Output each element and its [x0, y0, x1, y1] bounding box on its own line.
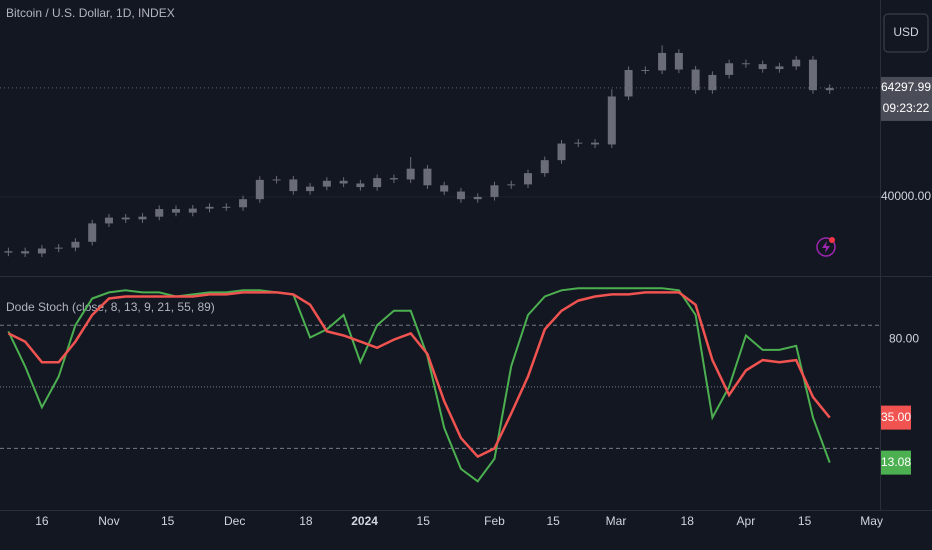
stoch-line — [7, 291, 831, 459]
currency-button[interactable] — [883, 13, 929, 53]
indicator-title: Dode Stoch (close, 8, 13, 9, 21, 55, 89) — [6, 300, 215, 314]
candle-body — [507, 184, 516, 186]
candle-body — [423, 168, 432, 186]
candle-body — [356, 183, 365, 188]
candle-body — [239, 199, 248, 208]
candle-body — [21, 251, 30, 254]
x-tick-label: 15 — [161, 514, 175, 528]
candle-body — [825, 87, 834, 91]
x-tick-label: 18 — [299, 514, 313, 528]
chart-title: Bitcoin / U.S. Dollar, 1D, INDEX — [6, 6, 175, 20]
candle-body — [540, 160, 549, 174]
candle-body — [155, 209, 164, 217]
candle-body — [473, 196, 482, 200]
candle-body — [524, 173, 532, 185]
countdown-label: 09:23:22 — [883, 101, 930, 115]
candle-body — [792, 59, 801, 67]
candle-body — [725, 63, 734, 75]
candle-body — [4, 251, 13, 253]
candle-body — [172, 209, 180, 213]
alert-dot[interactable] — [829, 237, 835, 243]
candle-body — [289, 179, 298, 192]
candle-body — [456, 191, 465, 200]
candle-body — [222, 206, 231, 208]
x-tick-label: Dec — [224, 514, 245, 528]
x-tick-label: 18 — [681, 514, 695, 528]
x-tick-label: 16 — [35, 514, 49, 528]
candle-body — [808, 59, 817, 91]
candle-body — [691, 69, 700, 91]
candle-body — [88, 223, 97, 242]
candle-body — [591, 142, 600, 145]
last-value-box — [881, 405, 911, 430]
last-value-label: 13.08 — [881, 455, 911, 469]
x-tick-label: Apr — [737, 514, 756, 528]
candle-body — [490, 185, 499, 197]
candle-body — [272, 179, 281, 181]
x-tick-label: 15 — [798, 514, 812, 528]
last-value-label: 35.00 — [881, 410, 911, 424]
candle-body — [641, 69, 650, 71]
x-tick-label: 15 — [546, 514, 560, 528]
candle-body — [306, 186, 315, 192]
candle-body — [389, 178, 398, 180]
alert-bolt[interactable] — [822, 241, 830, 253]
candle-body — [574, 142, 583, 144]
y-tick-label: 40000.00 — [881, 189, 931, 203]
candle-body — [373, 178, 382, 188]
candle-body — [71, 241, 80, 248]
x-tick-label: Feb — [484, 514, 505, 528]
candle-body — [607, 96, 616, 145]
candle-body — [440, 185, 449, 192]
last-price-label: 64297.99 — [881, 80, 931, 94]
x-tick-label: Nov — [98, 514, 119, 528]
candle-body — [339, 180, 348, 184]
last-value-box — [881, 450, 911, 475]
candle-body — [658, 52, 667, 71]
candle-body — [54, 247, 63, 249]
candle-body — [322, 180, 331, 187]
candle-body — [205, 206, 214, 209]
stoch-line — [7, 287, 831, 483]
candle-body — [758, 64, 767, 70]
candle-body — [624, 69, 633, 97]
x-tick-label: 15 — [417, 514, 431, 528]
alert-ring[interactable] — [816, 237, 836, 257]
candle-body — [741, 63, 750, 65]
candle-body — [121, 217, 130, 220]
last-price-box — [881, 76, 932, 121]
candle-body — [708, 74, 717, 91]
x-tick-label: Mar — [606, 514, 627, 528]
alert-icon[interactable] — [816, 237, 836, 257]
candle-body — [406, 168, 415, 180]
candle-body — [255, 179, 264, 200]
y-tick-label: 80.00 — [889, 331, 919, 345]
candle-body — [37, 248, 46, 254]
currency-label[interactable]: USD — [893, 25, 919, 39]
candle-body — [104, 217, 113, 224]
candle-body — [138, 216, 147, 220]
candle-body — [775, 66, 784, 70]
candle-body — [188, 208, 197, 213]
candle-body — [557, 143, 566, 161]
x-tick-label: 2024 — [351, 514, 378, 528]
x-tick-label: May — [860, 514, 883, 528]
candle-body — [674, 52, 683, 70]
